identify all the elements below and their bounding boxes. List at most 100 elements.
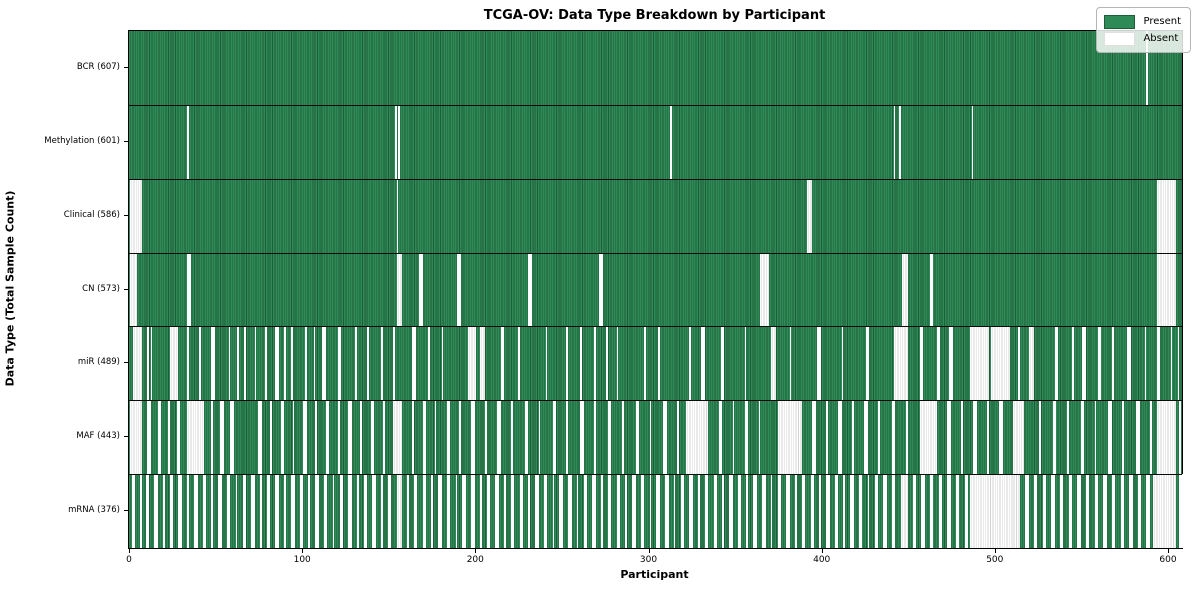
y-tick-label: BCR (607) (76, 61, 120, 72)
absent-stripe (457, 252, 461, 327)
absent-stripe (834, 474, 839, 548)
absent-stripe (226, 474, 231, 548)
absent-stripe (434, 400, 437, 475)
absent-stripe (701, 326, 705, 401)
absent-stripe (902, 252, 908, 327)
x-tick-label: 500 (986, 555, 1004, 565)
absent-stripe (1013, 400, 1024, 475)
absent-stripe (187, 104, 189, 179)
absent-stripe (313, 326, 316, 401)
absent-stripe (969, 474, 1021, 548)
absent-stripe (1156, 178, 1176, 253)
absent-stripe (367, 326, 369, 401)
absent-stripe (949, 326, 953, 401)
absent-stripe (528, 474, 530, 548)
absent-stripe (801, 474, 806, 548)
absent-stripe (1054, 326, 1059, 401)
absent-stripe (510, 400, 513, 475)
absent-stripe (607, 400, 612, 475)
absent-stripe (1177, 326, 1180, 401)
absent-stripe (419, 252, 423, 327)
absent-stripe (1082, 326, 1086, 401)
absent-stripe (275, 326, 279, 401)
absent-stripe (486, 474, 491, 548)
absent-stripe (990, 326, 1010, 401)
absent-stripe (393, 400, 402, 475)
absent-stripe (157, 400, 162, 475)
absent-stripe (819, 474, 821, 548)
absent-stripe (218, 474, 222, 548)
absent-stripe (616, 326, 619, 401)
absent-stripe (777, 400, 802, 475)
absent-stripe (1170, 326, 1173, 401)
y-tick-mark (124, 362, 128, 364)
absent-stripe (275, 474, 279, 548)
absent-stripe (337, 326, 342, 401)
absent-stripe (325, 400, 330, 475)
absent-stripe (147, 400, 151, 475)
absent-stripe (323, 474, 328, 548)
absent-stripe (770, 326, 776, 401)
absent-stripe (1094, 474, 1098, 548)
row-separator (129, 178, 1182, 180)
y-tick-mark (124, 140, 128, 142)
absent-stripe (187, 474, 189, 548)
absent-stripe (446, 474, 451, 548)
absent-stripe (850, 474, 854, 548)
absent-stripe (919, 326, 924, 401)
absent-stripe (658, 326, 660, 401)
absent-stripe (1072, 326, 1074, 401)
x-axis-label: Participant (620, 568, 689, 581)
absent-stripe (1127, 326, 1131, 401)
absent-stripe (280, 400, 285, 475)
absent-stripe (187, 326, 189, 401)
absent-stripe (640, 474, 645, 548)
absent-stripe (594, 326, 596, 401)
absent-stripe (291, 474, 295, 548)
absent-stripe (370, 400, 375, 475)
x-tick-mark (821, 549, 823, 553)
x-tick-mark (302, 549, 304, 553)
absent-stripe (396, 474, 402, 548)
x-tick-label: 400 (813, 555, 831, 565)
absent-stripe (689, 474, 693, 548)
absent-stripe (517, 326, 520, 401)
absent-stripe (388, 474, 392, 548)
absent-stripe (284, 474, 286, 548)
absent-stripe (422, 474, 427, 548)
absent-stripe (689, 326, 692, 401)
absent-stripe (396, 252, 402, 327)
absent-stripe (519, 474, 524, 548)
absent-stripe (807, 178, 813, 253)
absent-stripe (413, 474, 418, 548)
absent-stripe (644, 326, 647, 401)
absent-stripe (471, 474, 475, 548)
absent-stripe (789, 326, 792, 401)
y-tick-mark (124, 436, 128, 438)
x-tick-label: 300 (639, 555, 658, 565)
absent-stripe (130, 252, 137, 327)
absent-stripe (936, 326, 941, 401)
absent-stripe (1179, 474, 1183, 548)
absent-stripe (265, 326, 267, 401)
absent-stripe (431, 474, 434, 548)
absent-stripe (1122, 400, 1124, 475)
absent-stripe (1028, 326, 1034, 401)
absent-stripe (396, 178, 399, 253)
absent-stripe (427, 326, 430, 401)
absent-stripe (1094, 400, 1097, 475)
y-tick-label: miR (489) (77, 357, 120, 368)
absent-stripe (859, 474, 863, 548)
absent-stripe (130, 400, 143, 475)
absent-stripe (382, 400, 385, 475)
absent-stripe (220, 400, 224, 475)
absent-stripe (1137, 474, 1142, 548)
absent-stripe (891, 400, 896, 475)
absent-stripe (211, 474, 214, 548)
absent-stripe (1103, 474, 1107, 548)
x-tick-label: 100 (293, 555, 311, 565)
absent-stripe (495, 474, 499, 548)
absent-stripe (713, 474, 718, 548)
absent-stripe (893, 104, 896, 179)
absent-stripe (864, 400, 868, 475)
